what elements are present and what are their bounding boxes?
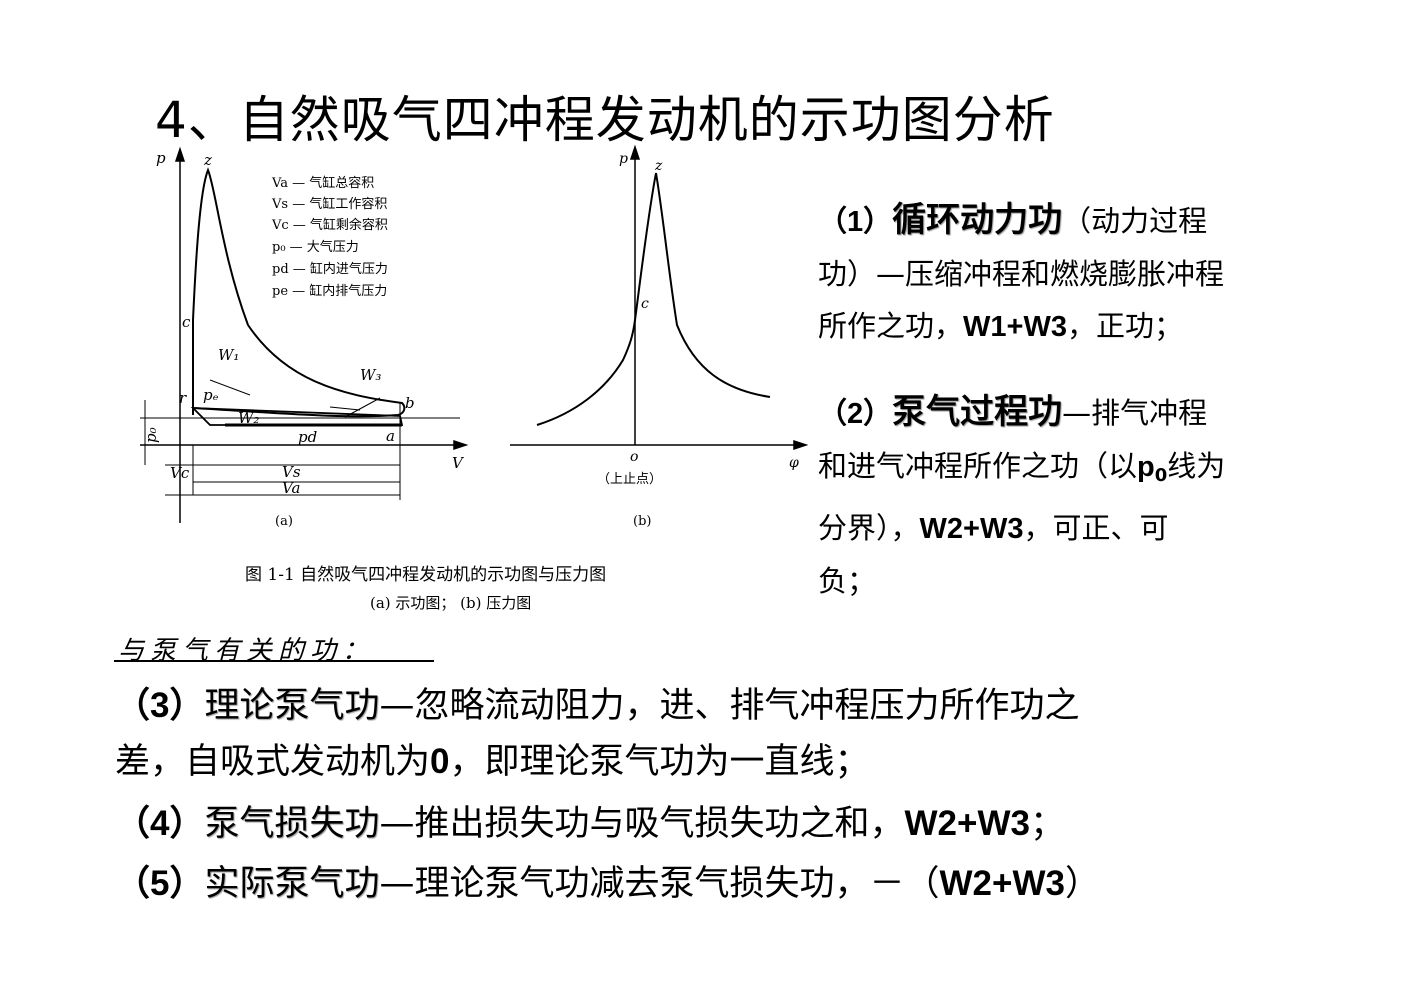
legend-p0: p₀ — 大气压力 bbox=[272, 239, 359, 255]
section-heading-underline bbox=[114, 660, 434, 662]
item-1-number: （1） bbox=[818, 206, 893, 238]
label-w1: W₁ bbox=[218, 346, 239, 364]
item-2-text-1: —排气冲程 bbox=[1062, 396, 1208, 430]
item-1-text-1: （动力过程 bbox=[1062, 204, 1208, 238]
label-pd: pd bbox=[298, 428, 317, 446]
phi-axis-label: φ bbox=[789, 455, 799, 471]
figure-a-label: (a) bbox=[275, 514, 293, 529]
cycle-curve bbox=[192, 167, 406, 418]
item-1-text-3c: ，正功； bbox=[1066, 309, 1183, 343]
paragraph-cycle-work: （1）循环动力功（动力过程 功）—压缩冲程和燃烧膨胀冲程 所作之功，W1+W3，… bbox=[818, 194, 1298, 353]
paragraph-pumping-work: （2）泵气过程功—排气冲程 和进气冲程所作之功（以p0线为 分界），W2+W3，… bbox=[818, 386, 1298, 607]
item-1-text-3a: 所作之功， bbox=[818, 309, 964, 343]
figure-caption: 图 1-1 自然吸气四冲程发动机的示功图与压力图 bbox=[245, 565, 607, 585]
item-3-text: —忽略流动阻力，进、排气冲程压力所作功之 bbox=[379, 686, 1080, 726]
label-vs: Vs bbox=[282, 463, 301, 481]
item-1-text-2: 功）—压缩冲程和燃烧膨胀冲程 bbox=[818, 257, 1225, 291]
item-3-zero: 0 bbox=[430, 742, 450, 781]
indicator-diagram: p V z c r b a W₁ W₂ W₃ pₑ pd p₀ Vc Vs Va… bbox=[140, 146, 469, 529]
item-5-formula: W2+W3 bbox=[939, 864, 1065, 903]
keyword-pumping-work: 泵气过程功 bbox=[892, 392, 1063, 432]
tdc-label: （上止点） bbox=[597, 472, 662, 487]
item-2-p-sub: 0 bbox=[1154, 465, 1168, 486]
item-4-number: （4） bbox=[115, 804, 205, 843]
figure-subcaption: (a) 示功图； (b) 压力图 bbox=[370, 594, 532, 612]
label-va: Va bbox=[282, 479, 300, 497]
legend-pe: pe — 缸内排气压力 bbox=[272, 283, 387, 299]
keyword-pumping-loss: 泵气损失功 bbox=[204, 804, 380, 844]
point-b: b bbox=[405, 394, 415, 412]
item-2-text-4: 负； bbox=[818, 564, 877, 598]
item-4-line: （4）泵气损失功—推出损失功与吸气损失功之和，W2+W3； bbox=[115, 794, 1065, 854]
item-2-p: p bbox=[1137, 451, 1155, 483]
p-axis-b-label: p bbox=[619, 151, 628, 167]
legend-vs: Vs — 气缸工作容积 bbox=[271, 196, 387, 212]
item-5-text: —理论泵气功减去泵气损失功，－（ bbox=[379, 864, 940, 904]
keyword-actual-pumping: 实际泵气功 bbox=[204, 864, 380, 904]
item-1-formula: W1+W3 bbox=[963, 311, 1067, 343]
pressure-diagram: p z c o φ （上止点） (b) bbox=[510, 145, 809, 529]
item-3-text-2c: ，即理论泵气功为一直线； bbox=[449, 742, 870, 782]
item-2-text-3a: 分界）， bbox=[818, 511, 920, 545]
keyword-cycle-work: 循环动力功 bbox=[892, 200, 1063, 240]
figure-b-label: (b) bbox=[633, 514, 651, 529]
point-c-b: c bbox=[641, 296, 649, 312]
label-w3: W₃ bbox=[360, 366, 381, 384]
point-c: c bbox=[182, 313, 191, 331]
item-2-text-2c: 线为 bbox=[1167, 449, 1226, 483]
item-5-line: （5）实际泵气功—理论泵气功减去泵气损失功，－（W2+W3） bbox=[115, 854, 1100, 914]
item-4-text: —推出损失功与吸气损失功之和， bbox=[379, 804, 905, 844]
legend-pd: pd — 缸内进气压力 bbox=[272, 261, 388, 277]
label-vc: Vc bbox=[170, 464, 190, 482]
item-3-line-1: （3）理论泵气功—忽略流动阻力，进、排气冲程压力所作功之 bbox=[115, 676, 1080, 736]
pressure-curve bbox=[536, 172, 771, 426]
item-3-line-2: 差，自吸式发动机为0，即理论泵气功为一直线； bbox=[115, 732, 870, 792]
item-3-number: （3） bbox=[115, 686, 205, 725]
legend-vc: Vc — 气缸剩余容积 bbox=[271, 217, 388, 233]
item-2-formula: W2+W3 bbox=[919, 513, 1024, 545]
item-5-end: ） bbox=[1064, 864, 1100, 904]
item-4-end: ； bbox=[1029, 804, 1065, 844]
point-z-b: z bbox=[654, 158, 663, 174]
keyword-theoretical-pumping: 理论泵气功 bbox=[204, 686, 380, 726]
item-2-text-2a: 和进气冲程所作之功（以 bbox=[818, 449, 1138, 483]
item-3-text-2a: 差，自吸式发动机为 bbox=[115, 742, 431, 782]
point-r: r bbox=[179, 389, 187, 407]
item-2-number: （2） bbox=[818, 398, 893, 430]
v-axis-label: V bbox=[452, 454, 465, 472]
point-z: z bbox=[203, 151, 212, 169]
p-axis-label: p bbox=[156, 149, 166, 167]
page-title: 4、自然吸气四冲程发动机的示功图分析 bbox=[155, 91, 1055, 149]
label-p0: p₀ bbox=[142, 427, 160, 443]
item-2-text-3c: ，可正、可 bbox=[1023, 511, 1169, 545]
point-a: a bbox=[386, 427, 395, 445]
label-w2: W₂ bbox=[238, 409, 259, 427]
label-pe: pₑ bbox=[203, 386, 219, 404]
legend-va: Va — 气缸总容积 bbox=[271, 175, 374, 191]
item-5-number: （5） bbox=[115, 864, 205, 903]
item-4-formula: W2+W3 bbox=[904, 804, 1030, 843]
point-o: o bbox=[630, 449, 638, 465]
